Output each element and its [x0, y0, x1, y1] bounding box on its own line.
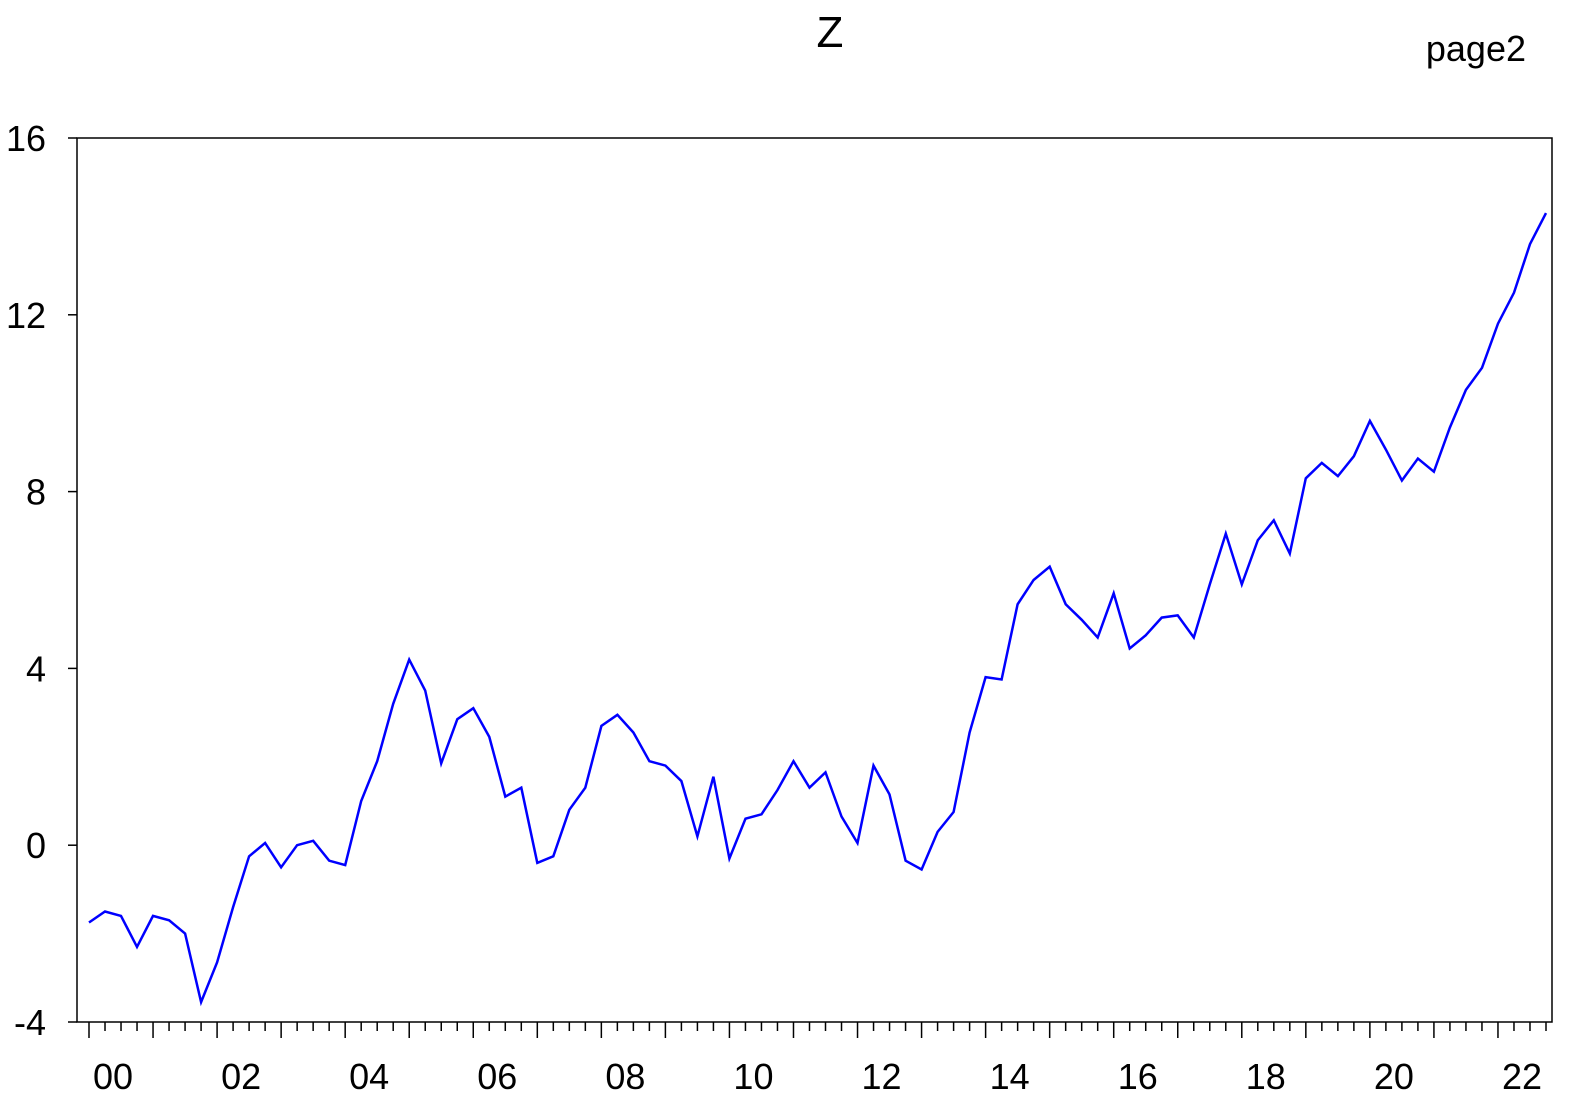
x-tick-label: 16	[1118, 1056, 1158, 1097]
page-label: page2	[1425, 28, 1526, 69]
y-tick-label: 16	[6, 118, 46, 159]
x-tick-label: 02	[221, 1056, 261, 1097]
y-tick-label: 12	[6, 295, 46, 336]
y-tick-label: 0	[26, 825, 46, 866]
y-tick-label: -4	[14, 1002, 46, 1043]
chart-title: Z	[816, 8, 844, 57]
series-line-z	[88, 212, 1548, 1007]
plot-frame	[76, 137, 1553, 1023]
x-tick-label: 10	[733, 1056, 773, 1097]
x-tick-label: 04	[349, 1056, 389, 1097]
x-tick-label: 12	[862, 1056, 902, 1097]
y-tick-label: 4	[26, 648, 46, 689]
x-tick-label: 06	[477, 1056, 517, 1097]
x-tick-label: 20	[1374, 1056, 1414, 1097]
x-tick-label: 00	[93, 1056, 133, 1097]
y-tick-label: 8	[26, 472, 46, 513]
x-tick-label: 18	[1246, 1056, 1286, 1097]
x-tick-label: 22	[1502, 1056, 1542, 1097]
x-tick-label: 14	[990, 1056, 1030, 1097]
x-tick-label: 08	[605, 1056, 645, 1097]
